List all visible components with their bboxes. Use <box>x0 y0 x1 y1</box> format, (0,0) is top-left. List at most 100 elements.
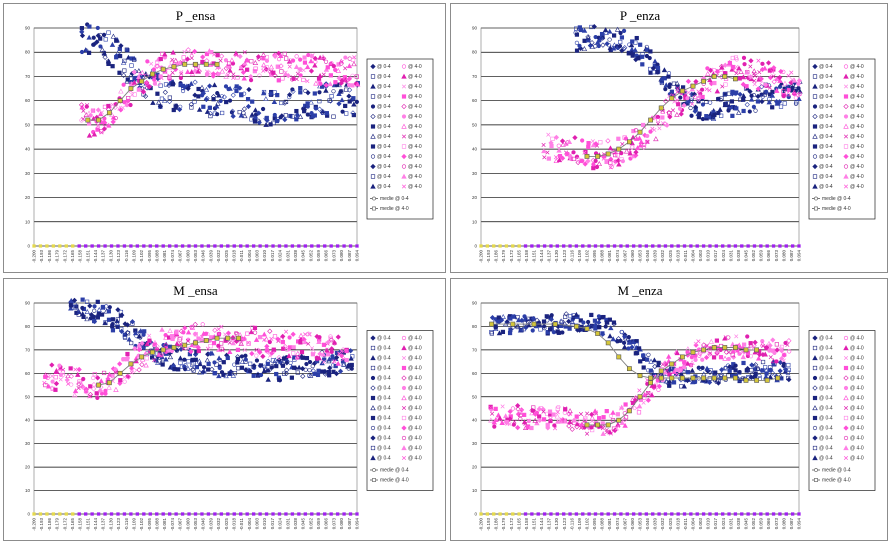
data-point-0-4 <box>661 67 668 73</box>
data-point-0-4 <box>129 319 136 325</box>
data-point-4-0 <box>741 55 747 60</box>
data-point-0-4 <box>544 314 549 319</box>
data-point-0-4 <box>515 317 522 323</box>
data-point-4-0 <box>196 336 201 341</box>
legend-marker-4-0 <box>843 114 849 119</box>
data-point-0-4 <box>749 93 754 98</box>
data-point-0-4 <box>350 110 356 116</box>
data-point-4-0 <box>736 65 742 71</box>
x-tick-label: 0.087 <box>789 518 794 530</box>
data-point-4-0 <box>298 340 303 345</box>
data-point-0-4 <box>120 59 127 65</box>
data-point-4-0 <box>707 88 712 93</box>
zero-marker <box>206 512 211 516</box>
data-point-0-4 <box>530 315 537 322</box>
mean-curve-point <box>616 354 622 360</box>
legend-label-0-4: @ 0-4 <box>377 386 391 392</box>
data-point-4-0 <box>708 351 713 356</box>
data-point-4-0 <box>257 73 262 78</box>
zero-marker <box>771 512 776 516</box>
legend-marker-0-4 <box>812 365 818 371</box>
data-point-4-0 <box>248 329 255 335</box>
legend-label-4-0: @ 4-0 <box>408 346 422 352</box>
data-point-0-4 <box>689 113 694 118</box>
data-point-4-0 <box>529 407 535 413</box>
data-point-4-0 <box>546 132 551 137</box>
data-point-4-0 <box>253 337 260 342</box>
data-point-0-4 <box>245 97 251 102</box>
data-point-4-0 <box>238 340 244 346</box>
data-point-0-4 <box>95 315 100 320</box>
data-point-0-4 <box>333 363 338 369</box>
data-point-4-0 <box>242 60 248 66</box>
legend-marker-0-4 <box>370 83 376 89</box>
x-tick-label: -0.193 <box>486 250 491 263</box>
legend-label-0-4: @ 0-4 <box>377 366 391 372</box>
data-point-0-4 <box>142 93 149 99</box>
data-point-4-0 <box>306 52 311 58</box>
data-point-0-4 <box>107 305 112 310</box>
data-point-0-4 <box>230 372 237 378</box>
legend-marker-0-4 <box>370 124 376 129</box>
chart-panel-p-enza: P _enza 0 10 20 30 40 50 60 70 80 90 -0.200 -0.193 -0… <box>450 3 888 273</box>
data-point-0-4 <box>84 316 90 322</box>
zero-marker <box>129 512 133 516</box>
data-point-4-0 <box>752 82 757 87</box>
zero-marker <box>593 512 598 516</box>
data-point-4-0 <box>336 62 341 67</box>
legend-label-4-0: @ 4-0 <box>408 426 422 432</box>
data-point-0-4 <box>648 49 653 54</box>
zero-marker <box>752 512 757 516</box>
data-point-4-0 <box>86 132 93 138</box>
data-point-0-4 <box>110 328 116 333</box>
data-point-0-4 <box>626 51 631 56</box>
data-point-4-0 <box>574 417 580 423</box>
data-point-0-4 <box>109 41 116 47</box>
data-point-0-4 <box>338 88 344 94</box>
data-point-0-4 <box>245 103 252 110</box>
data-point-4-0 <box>248 77 254 83</box>
data-point-4-0 <box>282 344 288 350</box>
x-tick-label: 0.045 <box>301 518 306 530</box>
legend-label-4-0: @ 4-0 <box>850 376 864 382</box>
data-point-4-0 <box>615 153 620 158</box>
data-point-0-4 <box>207 83 213 89</box>
data-point-4-0 <box>136 86 143 92</box>
data-point-0-4 <box>591 24 597 30</box>
data-point-0-4 <box>163 356 169 362</box>
data-point-4-0 <box>272 334 278 339</box>
data-point-0-4 <box>275 92 280 98</box>
x-tick-label: -0.151 <box>85 518 90 531</box>
zero-marker <box>58 512 62 516</box>
data-point-4-0 <box>492 424 497 429</box>
legend-label-4-0: @ 4-0 <box>408 174 422 180</box>
x-tick-label: 0.066 <box>766 518 771 530</box>
data-point-0-4 <box>141 332 146 337</box>
data-point-0-4 <box>118 313 123 318</box>
data-point-4-0 <box>323 59 329 64</box>
data-point-4-0 <box>278 53 284 58</box>
data-point-4-0 <box>249 350 255 357</box>
data-point-0-4 <box>351 112 356 118</box>
data-point-4-0 <box>106 384 112 390</box>
data-point-0-4 <box>296 364 302 370</box>
data-point-4-0 <box>122 375 127 380</box>
data-point-4-0 <box>488 405 493 410</box>
data-point-0-4 <box>333 354 340 361</box>
x-tick-label: -0.137 <box>547 250 552 263</box>
data-point-4-0 <box>756 58 761 63</box>
legend-marker-4-0 <box>843 425 849 431</box>
legend-label-0-4: @ 0-4 <box>377 336 391 342</box>
zero-marker <box>219 512 223 516</box>
data-point-4-0 <box>722 62 728 68</box>
data-point-4-0 <box>726 335 731 340</box>
data-point-0-4 <box>630 50 636 55</box>
data-point-0-4 <box>176 106 183 113</box>
x-tick-label: 0.094 <box>355 518 360 530</box>
zero-marker <box>689 512 693 516</box>
legend-marker-4-0 <box>843 64 849 69</box>
x-tick-label: 0.024 <box>278 250 283 262</box>
data-point-4-0 <box>650 126 655 131</box>
mean-curve-point <box>732 375 738 381</box>
data-point-0-4 <box>207 105 212 110</box>
